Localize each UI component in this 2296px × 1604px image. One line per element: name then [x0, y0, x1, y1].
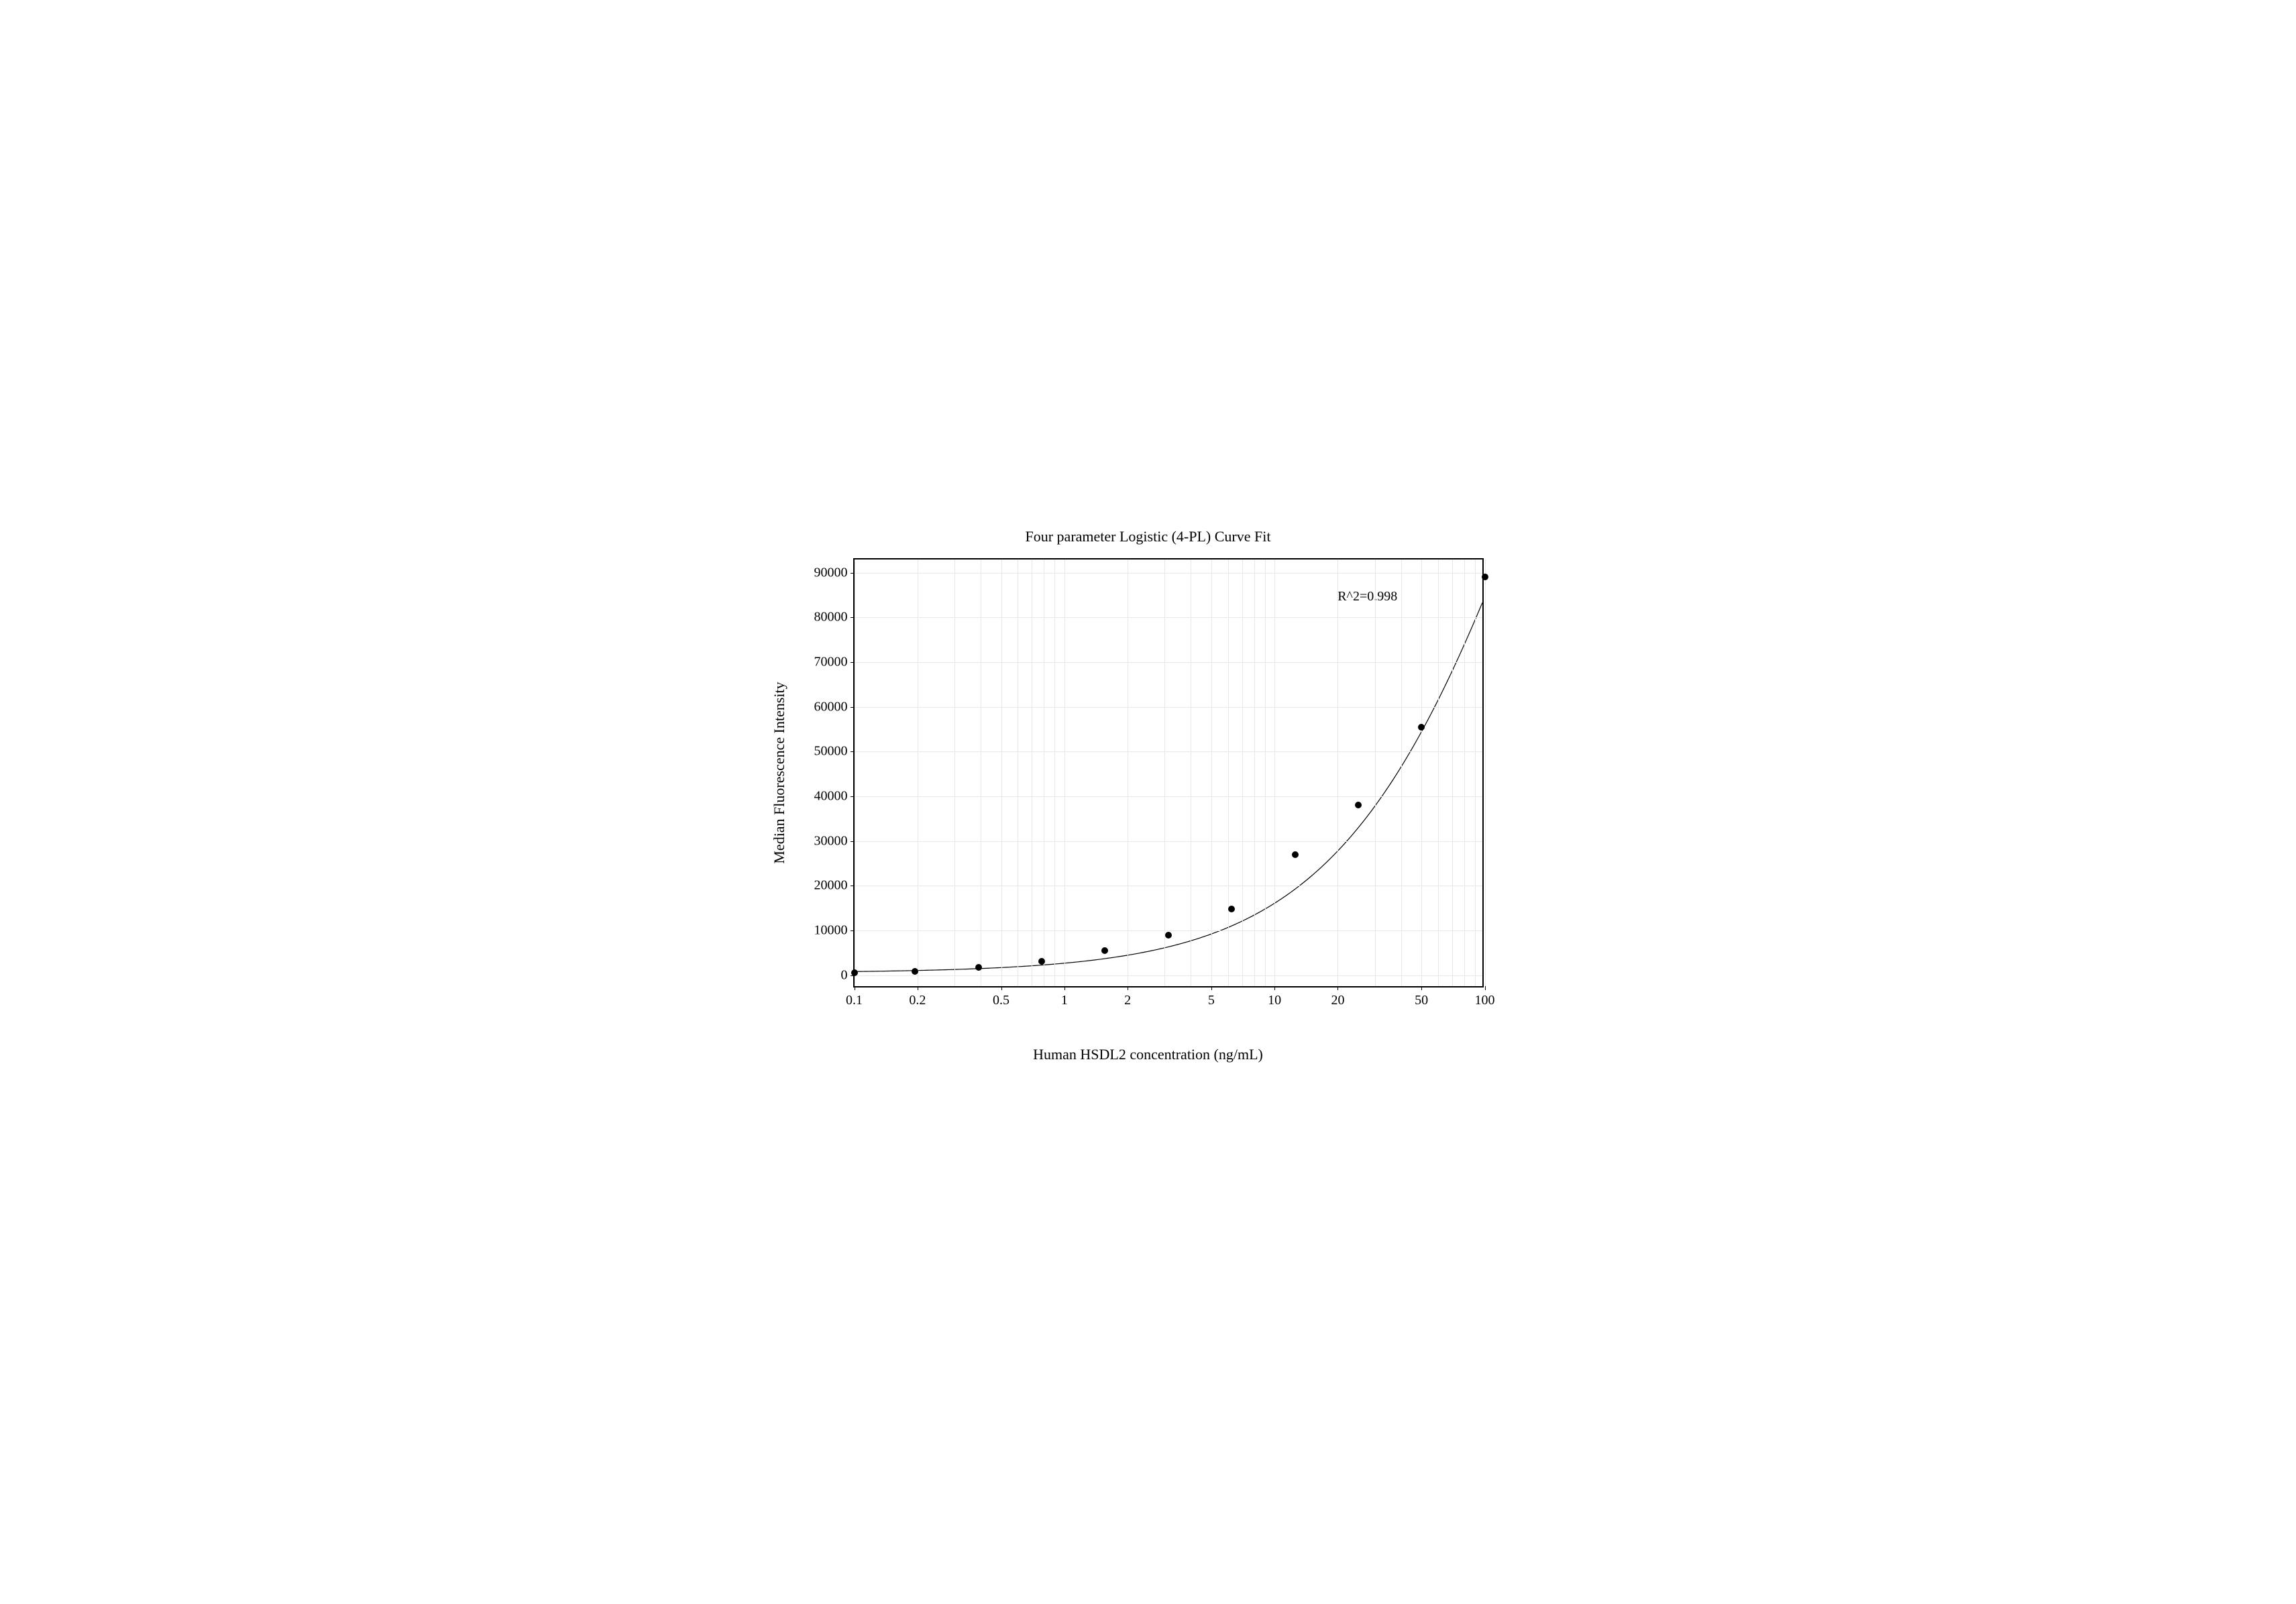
x-grid-minor — [1464, 559, 1465, 986]
y-tick-label: 10000 — [814, 922, 848, 938]
data-point — [912, 968, 918, 975]
x-grid-major — [1211, 559, 1212, 986]
y-grid-major — [855, 751, 1482, 752]
y-tick-label: 60000 — [814, 699, 848, 714]
y-tick-mark — [851, 707, 855, 708]
x-tick-mark — [1211, 986, 1212, 990]
x-grid-minor — [1401, 559, 1402, 986]
fit-curve-path — [855, 602, 1482, 971]
x-grid-major — [1001, 559, 1002, 986]
x-tick-mark — [1064, 986, 1065, 990]
x-grid-minor — [1475, 559, 1476, 986]
x-tick-label: 1 — [1061, 993, 1068, 1008]
y-grid-major — [855, 796, 1482, 797]
x-tick-label: 20 — [1331, 993, 1344, 1008]
x-tick-label: 0.1 — [846, 993, 863, 1008]
x-axis-label: Human HSDL2 concentration (ng/mL) — [746, 1046, 1551, 1063]
y-grid-major — [855, 707, 1482, 708]
x-tick-mark — [1337, 986, 1338, 990]
y-tick-mark — [851, 930, 855, 931]
y-tick-label: 90000 — [814, 565, 848, 580]
y-tick-mark — [851, 841, 855, 842]
y-grid-major — [855, 975, 1482, 976]
data-point — [1165, 932, 1172, 939]
y-grid-major — [855, 841, 1482, 842]
x-grid-minor — [1242, 559, 1243, 986]
x-tick-label: 2 — [1124, 993, 1131, 1008]
x-grid-major — [1421, 559, 1422, 986]
x-tick-label: 0.2 — [909, 993, 926, 1008]
chart-container: Four parameter Logistic (4-PL) Curve Fit… — [746, 521, 1551, 1083]
x-tick-mark — [1485, 986, 1486, 990]
plot-area: R^2=0.998 0.10.20.5125102050100010000200… — [853, 558, 1484, 987]
y-tick-label: 0 — [841, 967, 848, 983]
x-grid-minor — [1254, 559, 1255, 986]
x-tick-label: 0.5 — [993, 993, 1009, 1008]
x-grid-major — [1064, 559, 1065, 986]
data-point — [1482, 574, 1488, 580]
data-point — [1228, 906, 1235, 912]
x-grid-major — [1274, 559, 1275, 986]
data-point — [851, 969, 858, 976]
y-grid-major — [855, 617, 1482, 618]
data-point — [1355, 802, 1362, 808]
y-grid-major — [855, 573, 1482, 574]
chart-title: Four parameter Logistic (4-PL) Curve Fit — [746, 528, 1551, 545]
r-squared-annotation: R^2=0.998 — [1337, 589, 1397, 604]
x-grid-minor — [1054, 559, 1055, 986]
y-tick-mark — [851, 573, 855, 574]
x-grid-minor — [1228, 559, 1229, 986]
x-grid-minor — [954, 559, 955, 986]
x-grid-minor — [1265, 559, 1266, 986]
y-tick-mark — [851, 662, 855, 663]
x-grid-minor — [1375, 559, 1376, 986]
y-tick-label: 40000 — [814, 788, 848, 804]
y-tick-label: 80000 — [814, 610, 848, 625]
x-tick-mark — [1421, 986, 1422, 990]
x-grid-minor — [1438, 559, 1439, 986]
fit-curve — [855, 559, 1482, 986]
x-grid-major — [1337, 559, 1338, 986]
x-grid-minor — [1452, 559, 1453, 986]
y-tick-mark — [851, 796, 855, 797]
data-point — [975, 964, 982, 971]
x-tick-label: 50 — [1415, 993, 1428, 1008]
x-grid-minor — [1164, 559, 1165, 986]
y-tick-mark — [851, 751, 855, 752]
x-tick-label: 100 — [1475, 993, 1495, 1008]
x-tick-label: 10 — [1268, 993, 1281, 1008]
y-grid-major — [855, 930, 1482, 931]
x-grid-major — [1485, 559, 1486, 986]
x-tick-mark — [1274, 986, 1275, 990]
x-tick-mark — [1001, 986, 1002, 990]
data-point — [1292, 851, 1299, 858]
y-tick-label: 50000 — [814, 744, 848, 759]
y-tick-label: 70000 — [814, 654, 848, 670]
y-tick-mark — [851, 617, 855, 618]
y-axis-label: Median Fluorescence Intensity — [771, 682, 788, 863]
x-tick-label: 5 — [1208, 993, 1215, 1008]
y-tick-label: 30000 — [814, 833, 848, 849]
y-tick-label: 20000 — [814, 878, 848, 894]
data-point — [1101, 947, 1108, 954]
data-point — [1418, 724, 1425, 731]
data-point — [1038, 958, 1045, 965]
y-grid-major — [855, 662, 1482, 663]
